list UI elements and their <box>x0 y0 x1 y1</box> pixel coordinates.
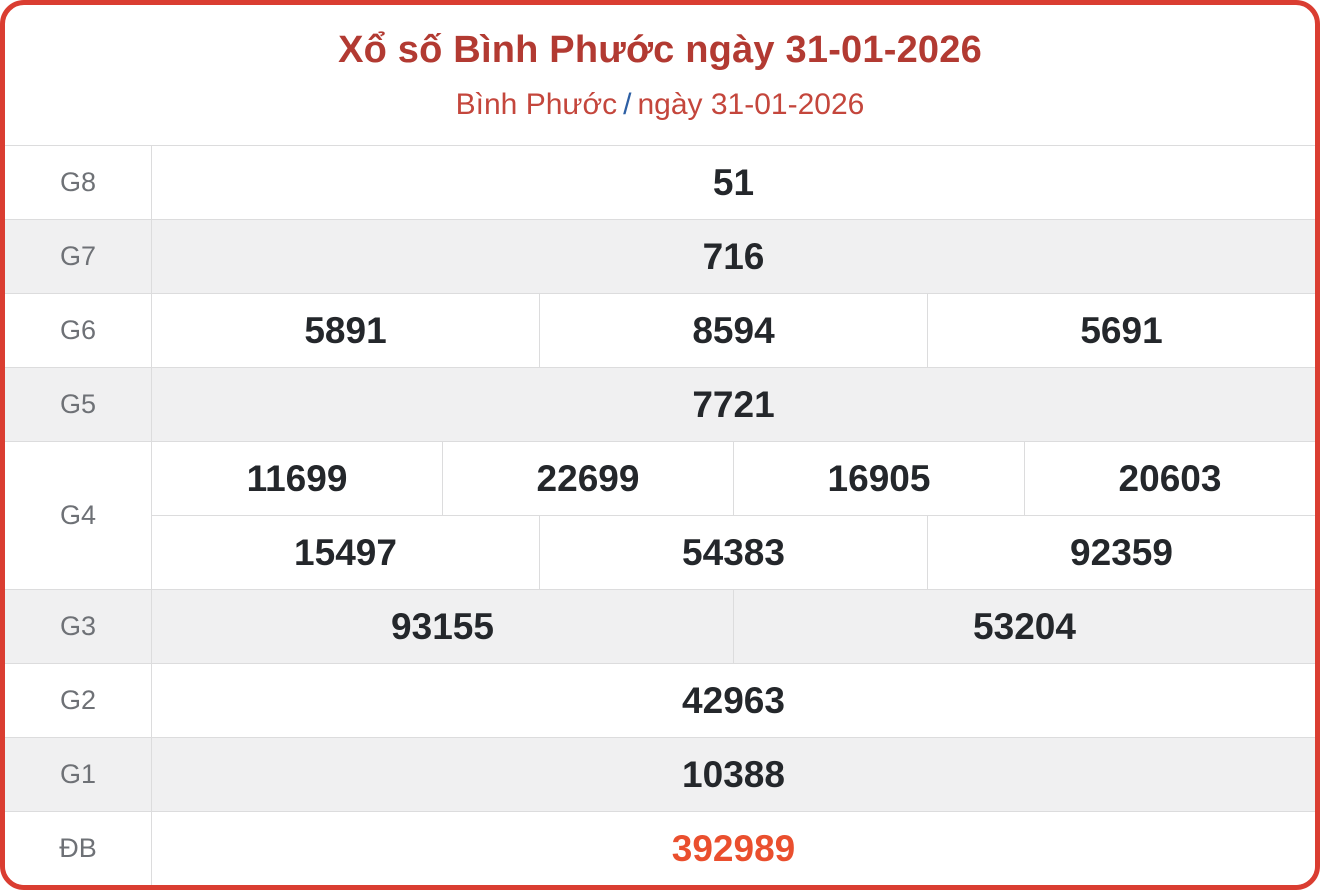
table-row-g5: G5 7721 <box>5 367 1315 441</box>
prize-label-g8: G8 <box>5 146 152 219</box>
table-row-g3: G3 93155 53204 <box>5 589 1315 663</box>
prize-value-g4-2: 22699 <box>442 442 733 515</box>
breadcrumb-separator: / <box>623 87 632 121</box>
result-header: Xổ số Bình Phước ngày 31-01-2026 Bình Ph… <box>5 5 1315 145</box>
prize-label-g1: G1 <box>5 738 152 811</box>
prize-value-g4-1: 11699 <box>246 457 348 499</box>
prize-value-g1: 10388 <box>682 753 785 795</box>
table-row-g7: G7 716 <box>5 219 1315 293</box>
prize-label-g2: G2 <box>5 664 152 737</box>
prize-value-g4-3: 16905 <box>733 442 1024 515</box>
table-row-g2: G2 42963 <box>5 663 1315 737</box>
breadcrumb: Bình Phước / ngày 31-01-2026 <box>456 88 865 122</box>
prize-label-g3: G3 <box>5 590 152 663</box>
prize-value-g4-5: 15497 <box>294 531 397 573</box>
prize-value-g6-1: 5891 <box>304 309 387 351</box>
prize-label-g4: G4 <box>5 442 152 589</box>
table-row-g4: G4 11699 22699 16905 20603 15497 54383 9… <box>5 441 1315 589</box>
prize-label-db: ĐB <box>5 812 152 885</box>
prize-value-g4-7: 92359 <box>927 516 1315 589</box>
prize-value-g6-3: 5691 <box>927 294 1315 367</box>
table-row-g1: G1 10388 <box>5 737 1315 811</box>
prize-label-g5: G5 <box>5 368 152 441</box>
prize-value-g4-4: 20603 <box>1024 442 1315 515</box>
breadcrumb-region-link[interactable]: Bình Phước <box>455 87 618 121</box>
prize-value-g3-1: 93155 <box>391 605 494 647</box>
prize-value-g4-6: 54383 <box>539 516 927 589</box>
table-row-db-special: ĐB 392989 <box>5 811 1315 885</box>
prize-value-g8: 51 <box>712 161 755 203</box>
prize-label-g7: G7 <box>5 220 152 293</box>
prize-label-g6: G6 <box>5 294 152 367</box>
breadcrumb-date: ngày 31-01-2026 <box>637 87 865 121</box>
prize-value-g5: 7721 <box>692 383 775 425</box>
page-title: Xổ số Bình Phước ngày 31-01-2026 <box>338 28 982 71</box>
prize-value-g3-2: 53204 <box>733 590 1315 663</box>
table-row-g8: G8 51 <box>5 145 1315 219</box>
table-row-g6: G6 5891 8594 5691 <box>5 293 1315 367</box>
prize-value-db-special: 392989 <box>671 827 796 869</box>
results-table: G8 51 G7 716 G6 5891 8594 5691 G5 7721 <box>5 145 1315 885</box>
prize-value-g2: 42963 <box>682 679 785 721</box>
prize-value-g7: 716 <box>702 235 765 277</box>
prize-value-g6-2: 8594 <box>539 294 927 367</box>
